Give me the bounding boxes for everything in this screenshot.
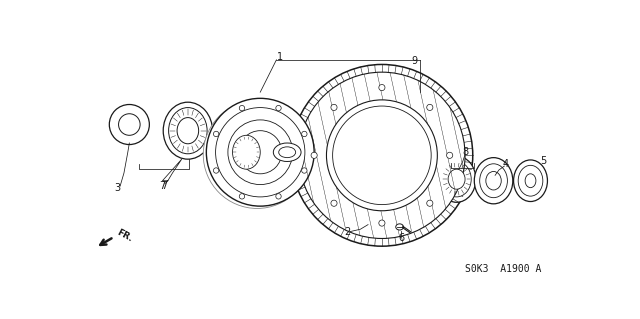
Circle shape bbox=[427, 200, 433, 206]
Circle shape bbox=[239, 106, 244, 111]
Text: 9: 9 bbox=[411, 56, 417, 66]
Text: 6: 6 bbox=[398, 234, 404, 243]
Ellipse shape bbox=[279, 147, 296, 158]
Circle shape bbox=[301, 131, 307, 137]
Circle shape bbox=[276, 106, 281, 111]
Circle shape bbox=[333, 106, 431, 204]
Circle shape bbox=[216, 108, 305, 197]
Circle shape bbox=[427, 104, 433, 110]
Text: 7: 7 bbox=[159, 181, 166, 191]
Circle shape bbox=[228, 120, 292, 185]
Ellipse shape bbox=[396, 224, 403, 230]
Circle shape bbox=[326, 100, 437, 211]
Ellipse shape bbox=[273, 143, 301, 161]
Circle shape bbox=[379, 85, 385, 91]
Circle shape bbox=[291, 64, 473, 246]
Text: 7: 7 bbox=[161, 181, 167, 191]
Ellipse shape bbox=[480, 164, 508, 198]
Circle shape bbox=[204, 101, 311, 208]
Circle shape bbox=[331, 200, 337, 206]
Ellipse shape bbox=[168, 108, 207, 154]
Circle shape bbox=[239, 194, 244, 199]
Circle shape bbox=[206, 98, 314, 206]
Circle shape bbox=[213, 131, 219, 137]
Circle shape bbox=[239, 131, 282, 174]
Text: 5: 5 bbox=[540, 157, 547, 167]
Text: FR.: FR. bbox=[115, 227, 134, 243]
Ellipse shape bbox=[232, 135, 260, 169]
Ellipse shape bbox=[163, 102, 212, 159]
Circle shape bbox=[118, 114, 140, 135]
Circle shape bbox=[213, 168, 219, 173]
Ellipse shape bbox=[518, 165, 543, 196]
Text: 8: 8 bbox=[462, 147, 468, 157]
Ellipse shape bbox=[513, 160, 547, 202]
Ellipse shape bbox=[474, 158, 513, 204]
Ellipse shape bbox=[525, 174, 536, 188]
Text: 4: 4 bbox=[503, 159, 509, 169]
Ellipse shape bbox=[442, 161, 471, 197]
Circle shape bbox=[447, 152, 452, 159]
Text: S0K3  A1900 A: S0K3 A1900 A bbox=[465, 264, 541, 274]
Circle shape bbox=[379, 220, 385, 226]
Ellipse shape bbox=[437, 156, 476, 202]
Ellipse shape bbox=[177, 118, 198, 144]
Text: 2: 2 bbox=[344, 227, 350, 237]
Ellipse shape bbox=[486, 172, 501, 190]
Circle shape bbox=[276, 194, 281, 199]
Ellipse shape bbox=[448, 169, 465, 189]
Text: 3: 3 bbox=[115, 183, 121, 193]
Text: 1: 1 bbox=[277, 52, 284, 62]
Circle shape bbox=[299, 72, 465, 239]
Circle shape bbox=[311, 152, 317, 159]
Circle shape bbox=[331, 104, 337, 110]
Circle shape bbox=[109, 105, 149, 145]
Circle shape bbox=[301, 168, 307, 173]
